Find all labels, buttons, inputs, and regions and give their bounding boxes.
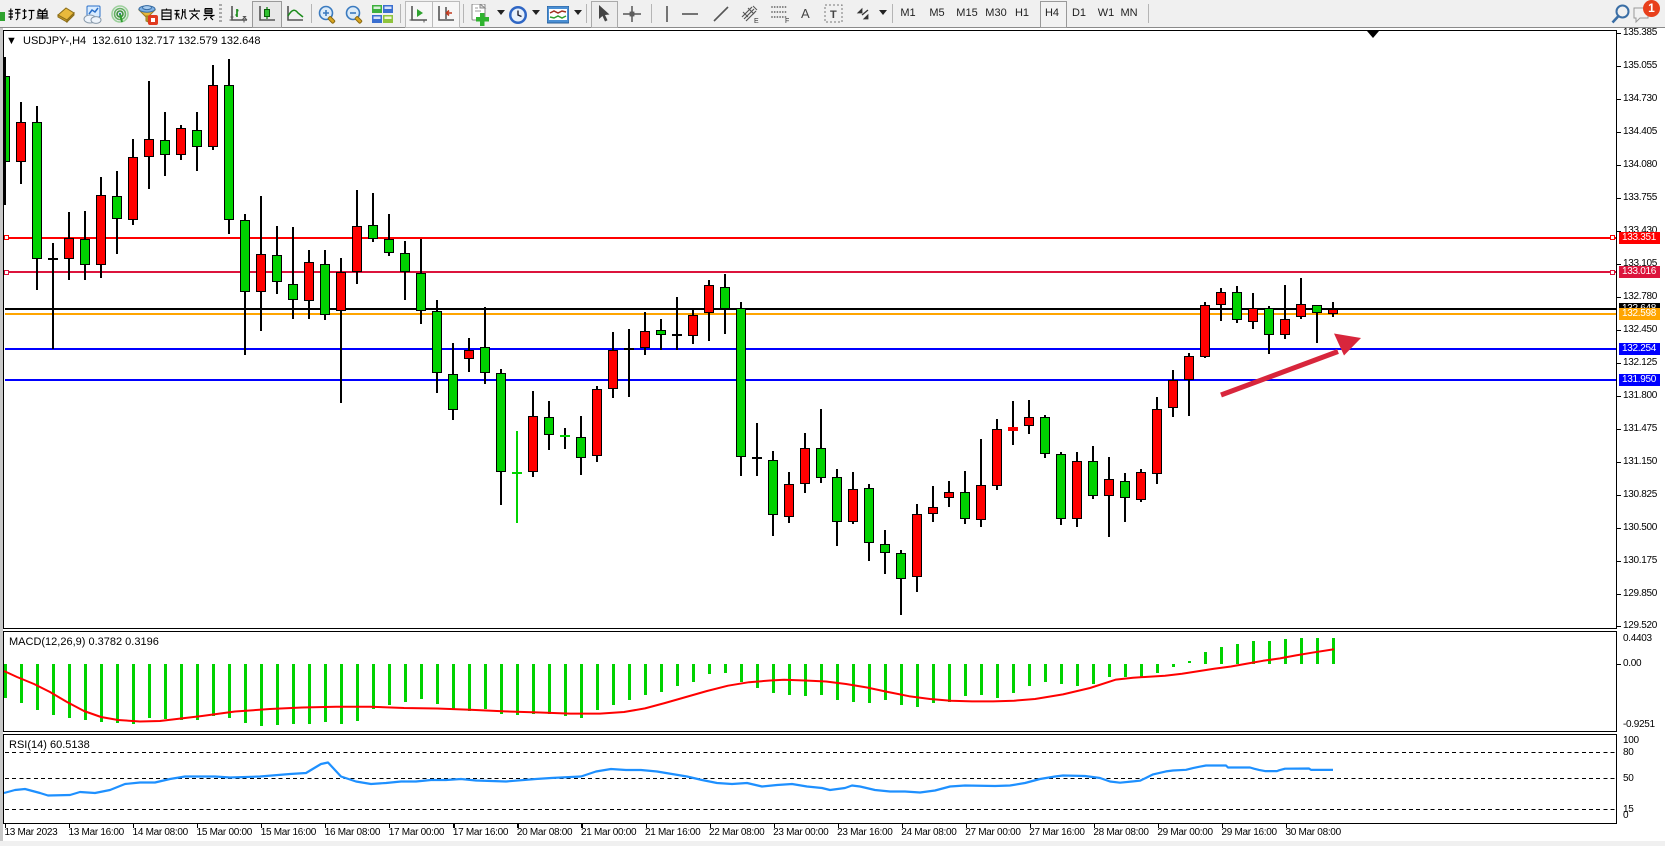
svg-text:F: F [785, 18, 789, 25]
svg-text:E: E [754, 18, 759, 25]
svg-text:T: T [830, 9, 837, 21]
